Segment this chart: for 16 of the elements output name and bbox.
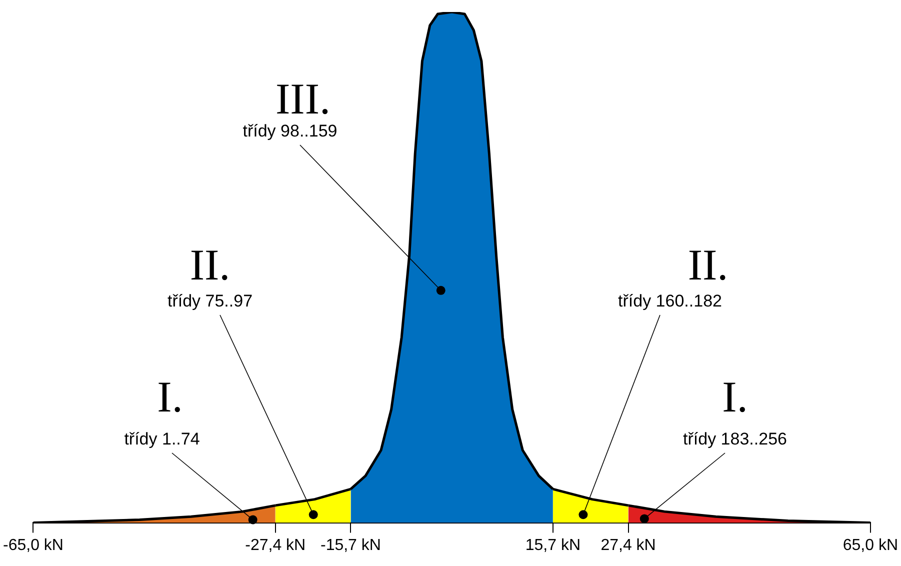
annotation: třídy 1..74 bbox=[124, 430, 200, 449]
annotation: III. bbox=[276, 74, 330, 124]
annotation: I. bbox=[722, 372, 748, 422]
x-tick-label: 65,0 kN bbox=[842, 536, 898, 554]
annotation: třídy 98..159 bbox=[242, 122, 338, 141]
annotation: II. bbox=[688, 240, 728, 290]
x-tick-label: -27,4 kN bbox=[245, 536, 306, 554]
annotation: třídy 160..182 bbox=[618, 292, 722, 311]
annotation: II. bbox=[190, 240, 230, 290]
annotation: I. bbox=[157, 372, 183, 422]
annotation: třídy 183..256 bbox=[683, 430, 787, 449]
x-tick-label: -15,7 kN bbox=[320, 536, 381, 554]
x-tick-label: 15,7 kN bbox=[525, 536, 581, 554]
x-tick-label: -65,0 kN bbox=[3, 536, 64, 554]
x-tick-label: 27,4 kN bbox=[600, 536, 656, 554]
annotation: třídy 75..97 bbox=[167, 292, 253, 311]
